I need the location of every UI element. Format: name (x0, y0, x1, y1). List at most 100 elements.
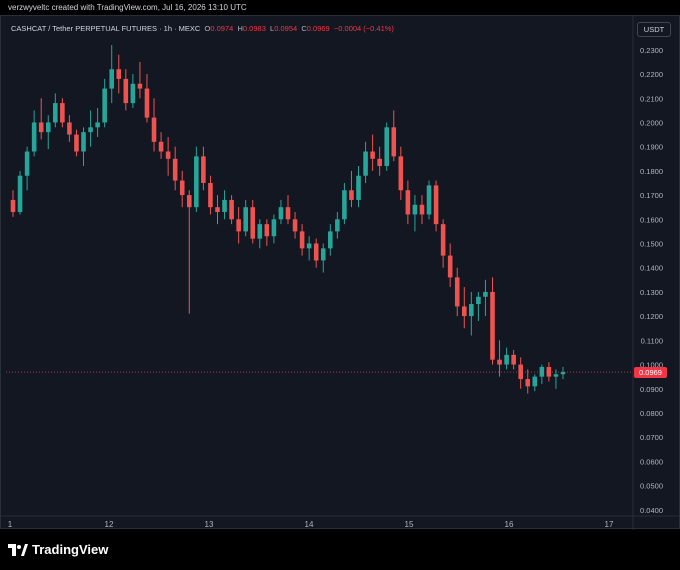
candle-body (243, 207, 248, 232)
candle-body (412, 204, 418, 215)
y-tick-label: 0.0900 (640, 385, 663, 394)
candle-body (546, 366, 552, 377)
tradingview-logo-icon (8, 543, 28, 556)
close-label: C (301, 24, 307, 33)
symbol-legend: CASHCAT / Tether PERPETUAL FUTURES · 1h … (11, 24, 394, 33)
candle-body (137, 83, 143, 89)
candle-body (116, 69, 122, 79)
candle-body (391, 127, 397, 157)
x-tick-label: 1 (8, 520, 13, 529)
y-tick-label: 0.1600 (640, 215, 663, 224)
candle-body (74, 134, 79, 152)
candle-body (532, 376, 538, 387)
candle-body (201, 156, 206, 183)
candle-body (109, 69, 115, 89)
candle-body (278, 207, 284, 220)
candle-body (328, 231, 333, 249)
open-label: O (204, 24, 211, 33)
y-tick-label: 0.1300 (640, 288, 663, 297)
candle-body (38, 122, 44, 133)
currency-button[interactable]: USDT (637, 22, 671, 37)
candle-body (45, 122, 51, 133)
candle-body (208, 182, 213, 208)
candle-body (476, 296, 481, 305)
candle-body (370, 151, 375, 159)
candle-body (165, 151, 171, 159)
candle-body (398, 156, 404, 191)
candle-body (67, 122, 72, 135)
candle-body (356, 175, 361, 200)
candle-body (102, 88, 107, 123)
y-tick-label: 0.2200 (640, 70, 663, 79)
tradingview-logo[interactable]: TradingView (8, 542, 108, 557)
chart-pane[interactable]: 0.2300 0.2200 0.2100 0.2000 0.1900 0.1800 0.17… (0, 15, 680, 530)
candle-body (461, 306, 467, 317)
change-value: −0.0004 (−0.41%) (333, 24, 394, 33)
candle-body (490, 291, 495, 360)
candle-body (299, 231, 305, 249)
candle-body (130, 83, 136, 104)
candle-body (560, 372, 566, 375)
candle-body (440, 224, 446, 256)
candle-body (539, 366, 545, 377)
x-tick-label: 17 (605, 520, 614, 529)
y-tick-label: 0.0600 (640, 457, 663, 466)
x-tick-label: 15 (405, 520, 414, 529)
candle-body (454, 277, 460, 307)
x-tick-label: 13 (205, 520, 214, 529)
candle-body (377, 158, 382, 167)
candle-body (363, 151, 368, 176)
candle-body (257, 224, 263, 239)
symbol-name: CASHCAT / Tether PERPETUAL FUTURES · 1h … (11, 24, 201, 33)
candle-body (483, 291, 488, 297)
low-label: L (270, 24, 275, 33)
candle-body (349, 190, 354, 200)
y-tick-label: 0.0400 (640, 506, 663, 515)
candle-body (88, 127, 93, 133)
candle-body (518, 364, 523, 380)
candle-body (236, 219, 241, 232)
candle-body (81, 132, 86, 152)
y-tick-label: 0.1200 (640, 312, 663, 321)
candle-body (151, 117, 157, 142)
candle-body (511, 354, 516, 365)
author-caption: verzwyveltc created with TradingView.com… (8, 3, 247, 12)
candle-body (158, 141, 164, 152)
candle-body (144, 88, 150, 118)
candle-body (53, 103, 58, 123)
close-value: 0.0969 (306, 24, 330, 33)
candle-body (24, 151, 30, 176)
candle-body (17, 175, 23, 213)
candle-body (264, 224, 270, 237)
x-tick-label: 14 (305, 520, 314, 529)
candle-body (384, 127, 390, 167)
candle-body (31, 122, 37, 152)
y-tick-label: 0.0800 (640, 409, 663, 418)
candle-body (469, 304, 474, 317)
y-tick-label: 0.2000 (640, 118, 663, 127)
candle-body (271, 219, 277, 237)
candle-body (229, 199, 234, 220)
y-tick-label: 0.1100 (641, 336, 663, 345)
candle-body (405, 190, 411, 215)
candle-body (215, 207, 220, 213)
candle-body (60, 103, 65, 123)
candle-body (292, 219, 298, 232)
y-tick-label: 0.1500 (640, 240, 663, 249)
candle-body (313, 243, 319, 261)
open-value: 0.0974 (210, 24, 234, 33)
candle-body (186, 195, 192, 208)
candle-body (342, 190, 347, 220)
candle-body (320, 248, 326, 261)
candlestick-chart[interactable]: 0.2300 0.2200 0.2100 0.2000 0.1900 0.1800 0.17… (1, 16, 680, 530)
x-tick-label: 16 (505, 520, 514, 529)
candle-body (194, 156, 199, 208)
y-tick-label: 0.1800 (640, 167, 663, 176)
y-tick-label: 0.1000 (640, 361, 663, 370)
candle-body (335, 219, 340, 232)
y-tick-label: 0.0700 (640, 433, 663, 442)
brand-name: TradingView (32, 542, 109, 557)
candle-body (95, 122, 100, 128)
candle-body (504, 354, 509, 365)
